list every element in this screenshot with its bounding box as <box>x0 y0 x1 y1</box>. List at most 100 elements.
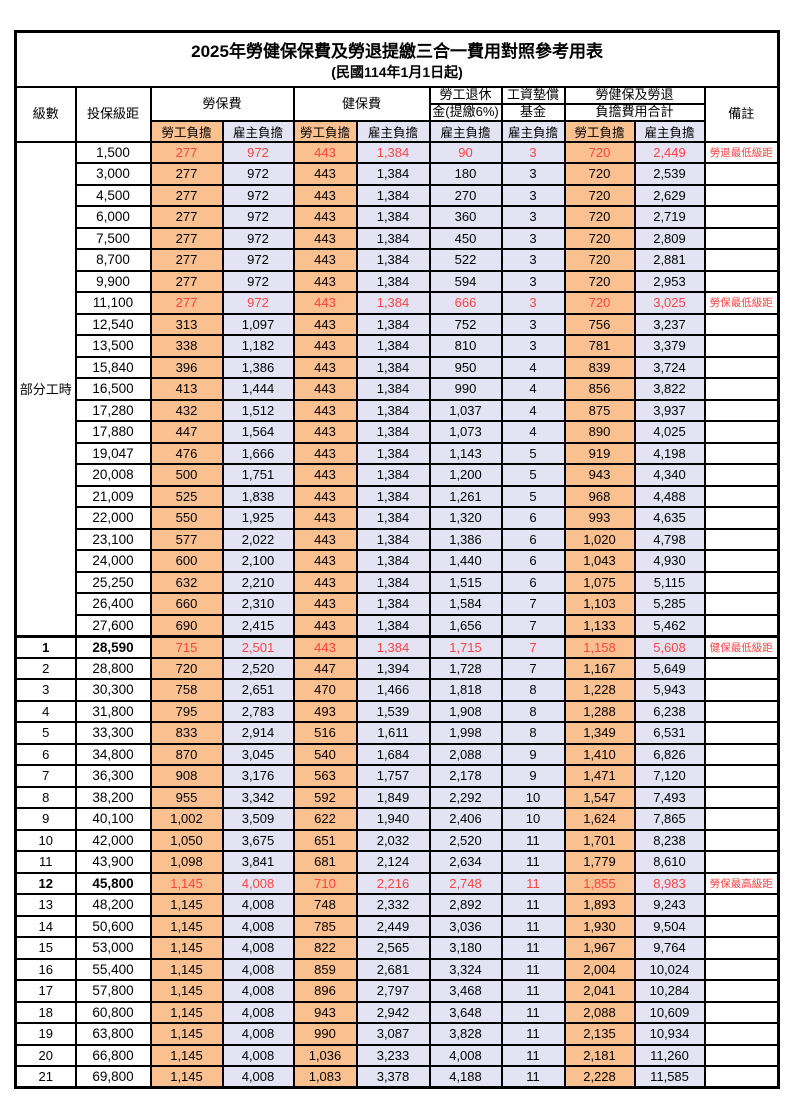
health-employer-cell: 1,384 <box>355 183 431 207</box>
bracket-cell: 38,200 <box>74 785 152 809</box>
labor-employer-cell: 972 <box>221 183 295 207</box>
subheader-health-employer: 雇主負擔 <box>355 119 431 143</box>
labor-employee-cell: 277 <box>149 226 224 250</box>
health-employer-cell: 1,394 <box>355 656 431 680</box>
total-employer-cell: 2,539 <box>633 162 706 186</box>
bracket-cell: 40,100 <box>74 807 152 831</box>
remark-cell <box>703 1022 780 1046</box>
table-row: 8,700 277 972 443 1,384 522 3 720 2,881 <box>16 248 780 272</box>
labor-employee-cell: 632 <box>149 570 224 594</box>
total-employer-cell: 5,462 <box>633 613 706 637</box>
labor-employee-cell: 660 <box>149 592 224 616</box>
pension-employer-cell: 450 <box>428 226 503 250</box>
subheader-total-employee: 勞工負擔 <box>563 119 636 143</box>
table-row: 10 42,000 1,050 3,675 651 2,032 2,520 11 1,701 8,… <box>14 828 780 852</box>
pension-employer-cell: 360 <box>428 205 503 229</box>
total-employer-cell: 2,719 <box>633 205 706 229</box>
labor-employee-cell: 577 <box>149 527 224 551</box>
bracket-cell: 9,900 <box>74 269 152 293</box>
level-cell: 8 <box>14 785 77 809</box>
remark-cell <box>703 613 780 637</box>
health-employer-cell: 1,384 <box>355 549 431 573</box>
pension-employer-cell: 522 <box>428 248 503 272</box>
bracket-cell: 63,800 <box>74 1022 152 1046</box>
health-employee-cell: 443 <box>292 420 358 444</box>
health-employer-cell: 1,384 <box>355 484 431 508</box>
total-employee-cell: 781 <box>563 334 636 358</box>
labor-employee-cell: 908 <box>149 764 224 788</box>
labor-employee-cell: 277 <box>149 140 224 164</box>
total-employee-cell: 968 <box>563 484 636 508</box>
total-employer-cell: 3,822 <box>633 377 706 401</box>
fund-employer-cell: 9 <box>500 742 566 766</box>
pension-employer-cell: 2,892 <box>428 893 503 917</box>
total-employer-cell: 3,937 <box>633 398 706 422</box>
fund-employer-cell: 6 <box>500 570 566 594</box>
remark-cell <box>703 441 780 465</box>
pension-employer-cell: 3,036 <box>428 914 503 938</box>
labor-employee-cell: 1,050 <box>149 828 224 852</box>
bracket-cell: 22,000 <box>74 506 152 530</box>
health-employer-cell: 1,384 <box>355 291 431 315</box>
fund-employer-cell: 6 <box>500 506 566 530</box>
health-employer-cell: 1,849 <box>355 785 431 809</box>
bracket-cell: 26,400 <box>74 592 152 616</box>
labor-employer-cell: 3,509 <box>221 807 295 831</box>
health-employer-cell: 1,384 <box>355 613 431 637</box>
health-employer-cell: 1,384 <box>355 248 431 272</box>
remark-cell: 勞退最低級距 <box>703 140 780 164</box>
total-employer-cell: 4,488 <box>633 484 706 508</box>
table-row: 5 33,300 833 2,914 516 1,611 1,998 8 1,349 6,531 <box>14 721 780 745</box>
labor-employee-cell: 476 <box>149 441 224 465</box>
total-employee-cell: 875 <box>563 398 636 422</box>
remark-cell <box>703 355 780 379</box>
total-employee-cell: 720 <box>563 140 636 164</box>
health-employee-cell: 493 <box>292 699 358 723</box>
fund-employer-cell: 3 <box>500 205 566 229</box>
total-employee-cell: 2,135 <box>563 1022 636 1046</box>
health-employer-cell: 2,216 <box>355 871 431 895</box>
remark-cell <box>703 484 780 508</box>
labor-employee-cell: 720 <box>149 656 224 680</box>
pension-employer-cell: 1,715 <box>428 634 503 659</box>
health-employee-cell: 443 <box>292 484 358 508</box>
labor-employer-cell: 2,783 <box>221 699 295 723</box>
labor-employee-cell: 525 <box>149 484 224 508</box>
labor-employee-cell: 447 <box>149 420 224 444</box>
bracket-cell: 34,800 <box>74 742 152 766</box>
header-total-line1: 勞健保及勞退 <box>563 85 706 105</box>
table-row: 17,280 432 1,512 443 1,384 1,037 4 875 3,937 <box>16 398 780 422</box>
fund-employer-cell: 5 <box>500 463 566 487</box>
health-employer-cell: 1,384 <box>355 527 431 551</box>
fund-employer-cell: 7 <box>500 634 566 659</box>
table-row: 19,047 476 1,666 443 1,384 1,143 5 919 4,198 <box>16 441 780 465</box>
remark-cell <box>703 936 780 960</box>
labor-employee-cell: 1,145 <box>149 936 224 960</box>
pension-employer-cell: 3,180 <box>428 936 503 960</box>
bracket-cell: 20,008 <box>74 463 152 487</box>
total-employee-cell: 943 <box>563 463 636 487</box>
remark-cell <box>703 248 780 272</box>
fund-employer-cell: 3 <box>500 183 566 207</box>
remark-cell <box>703 1043 780 1067</box>
total-employer-cell: 10,024 <box>633 957 706 981</box>
table-row: 6,000 277 972 443 1,384 360 3 720 2,719 <box>16 205 780 229</box>
health-employee-cell: 470 <box>292 678 358 702</box>
health-employee-cell: 859 <box>292 957 358 981</box>
labor-employee-cell: 833 <box>149 721 224 745</box>
total-employer-cell: 4,635 <box>633 506 706 530</box>
pension-employer-cell: 990 <box>428 377 503 401</box>
bracket-cell: 57,800 <box>74 979 152 1003</box>
bracket-cell: 50,600 <box>74 914 152 938</box>
total-employer-cell: 7,120 <box>633 764 706 788</box>
total-employer-cell: 10,934 <box>633 1022 706 1046</box>
total-employee-cell: 1,471 <box>563 764 636 788</box>
fund-employer-cell: 3 <box>500 162 566 186</box>
labor-employer-cell: 972 <box>221 248 295 272</box>
table-row: 8 38,200 955 3,342 592 1,849 2,292 10 1,547 7,493 <box>14 785 780 809</box>
labor-employee-cell: 277 <box>149 248 224 272</box>
total-employer-cell: 6,531 <box>633 721 706 745</box>
health-employee-cell: 443 <box>292 183 358 207</box>
health-employee-cell: 443 <box>292 570 358 594</box>
bracket-cell: 48,200 <box>74 893 152 917</box>
